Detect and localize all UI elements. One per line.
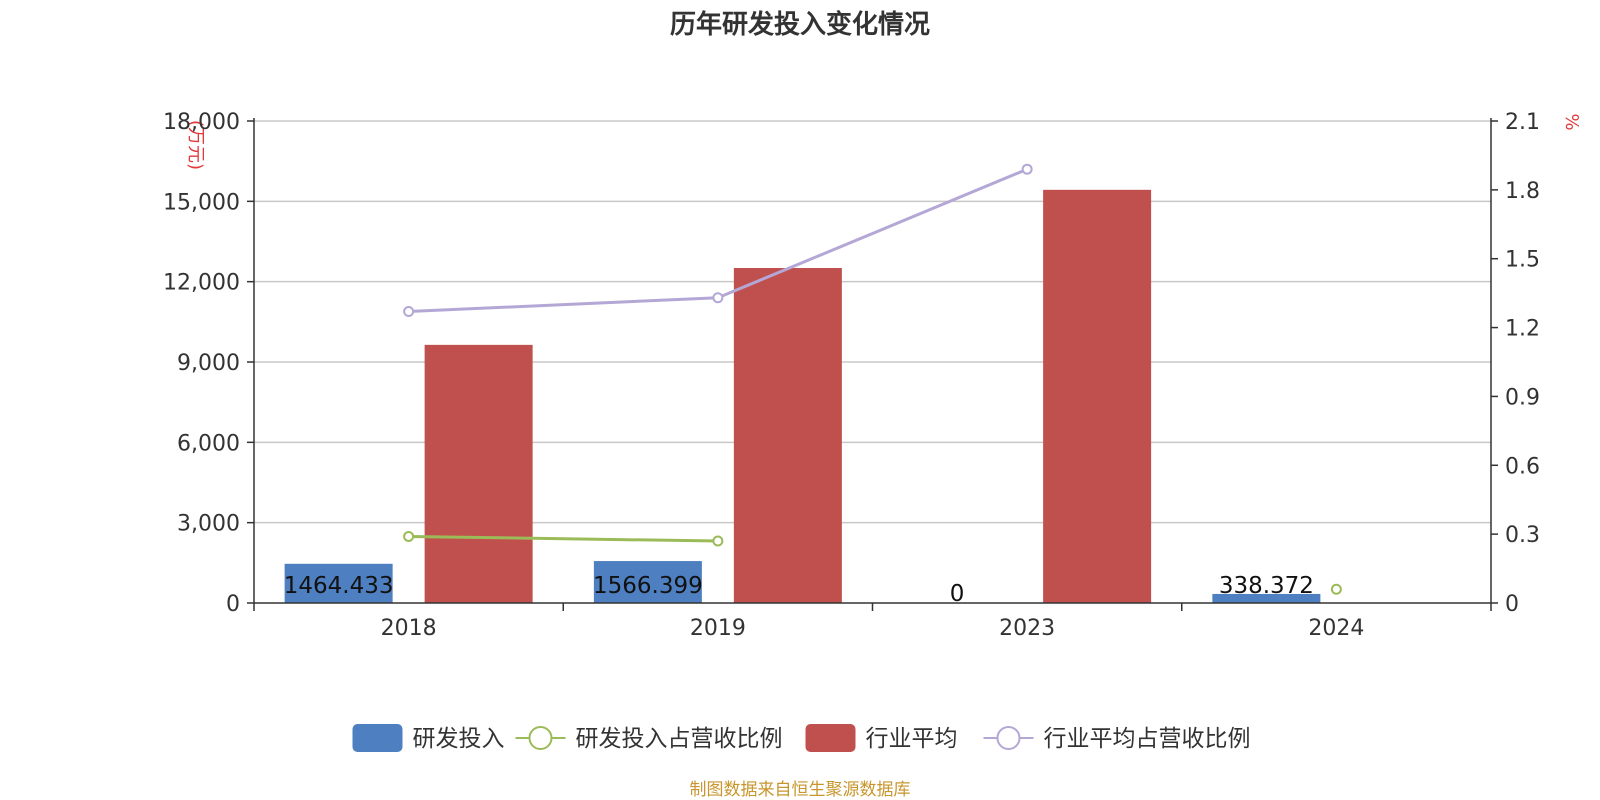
line-point-rd-ratio xyxy=(712,535,724,547)
line-segment-rd-ratio xyxy=(408,534,718,543)
legend: 研发投入 研发投入占营收比例 行业平均 行业平均占营收比例 xyxy=(352,724,1251,752)
legend-swatch-bar xyxy=(805,724,856,752)
legend-label: 研发投入 xyxy=(413,726,505,752)
y-left-tick-label: 18,000 xyxy=(163,110,240,135)
y-right-unit-label: % xyxy=(1561,113,1582,130)
y-right-tick-label: 1.8 xyxy=(1505,179,1540,204)
y-right-tick-label: 1.2 xyxy=(1505,317,1540,342)
data-label: 0 xyxy=(950,581,965,607)
y-left-tick-label: 0 xyxy=(226,592,240,617)
y-left-tick-label: 6,000 xyxy=(177,431,240,456)
y-left-tick-label: 12,000 xyxy=(163,271,240,296)
line-point-industry-ratio xyxy=(1021,163,1033,175)
bar-industry-average xyxy=(424,344,533,603)
bar-industry-average xyxy=(733,268,842,603)
data-label: 338.372 xyxy=(1219,573,1314,599)
legend-item[interactable]: 研发投入占营收比例 xyxy=(515,726,783,752)
data-label: 1464.433 xyxy=(284,573,394,599)
y-right-tick-label: 1.5 xyxy=(1505,248,1540,273)
y-left-tick-label: 9,000 xyxy=(177,351,240,376)
legend-swatch-marker xyxy=(528,726,553,750)
y-left-tick-label: 15,000 xyxy=(163,190,240,215)
source-note: 制图数据来自恒生聚源数据库 xyxy=(690,780,911,800)
legend-swatch-bar xyxy=(352,724,403,752)
legend-item[interactable]: 研发投入 xyxy=(352,724,505,752)
x-tick-label: 2023 xyxy=(999,616,1055,641)
legend-item[interactable]: 行业平均 xyxy=(805,724,958,752)
legend-label: 研发投入占营收比例 xyxy=(576,726,783,752)
bar-rd-investment xyxy=(593,561,702,603)
x-tick-label: 2019 xyxy=(690,616,746,641)
y-left-tick-label: 3,000 xyxy=(177,512,240,537)
legend-item[interactable]: 行业平均占营收比例 xyxy=(983,726,1251,752)
y-right-tick-label: 0.3 xyxy=(1505,523,1540,548)
line-layer xyxy=(403,163,1342,595)
y-right-tick-label: 0 xyxy=(1505,592,1519,617)
y-right-tick-label: 2.1 xyxy=(1505,110,1540,135)
y-left-unit-label: (万元) xyxy=(185,120,206,170)
legend-swatch-marker xyxy=(996,726,1021,750)
legend-label: 行业平均 xyxy=(866,726,958,752)
line-point-industry-ratio xyxy=(403,306,415,318)
x-tick-label: 2024 xyxy=(1308,616,1364,641)
line-point-industry-ratio xyxy=(712,292,724,304)
axis-layer: 0 3,000 6,000 9,000 12,000 15,000 18,000 0 0.3 0.… xyxy=(163,110,1540,641)
line-point-rd-ratio xyxy=(1330,583,1342,595)
y-right-tick-label: 0.6 xyxy=(1505,454,1540,479)
y-right-tick-label: 0.9 xyxy=(1505,385,1540,410)
bar-rd-investment xyxy=(284,563,393,603)
line-segment-industry-ratio xyxy=(717,167,1028,300)
chart-title: 历年研发投入变化情况 xyxy=(670,9,930,40)
line-segment-industry-ratio xyxy=(408,296,718,314)
legend-label: 行业平均占营收比例 xyxy=(1044,726,1251,752)
bar-industry-average xyxy=(1043,189,1152,603)
line-point-rd-ratio xyxy=(403,530,415,542)
bar-layer xyxy=(284,189,1321,603)
grid-layer xyxy=(254,120,1491,524)
bar-rd-investment xyxy=(1212,593,1321,603)
data-label: 1566.399 xyxy=(593,573,703,599)
data-label-layer: 1464.433 1566.399 0 338.372 xyxy=(284,573,1314,607)
x-tick-label: 2018 xyxy=(381,616,437,641)
